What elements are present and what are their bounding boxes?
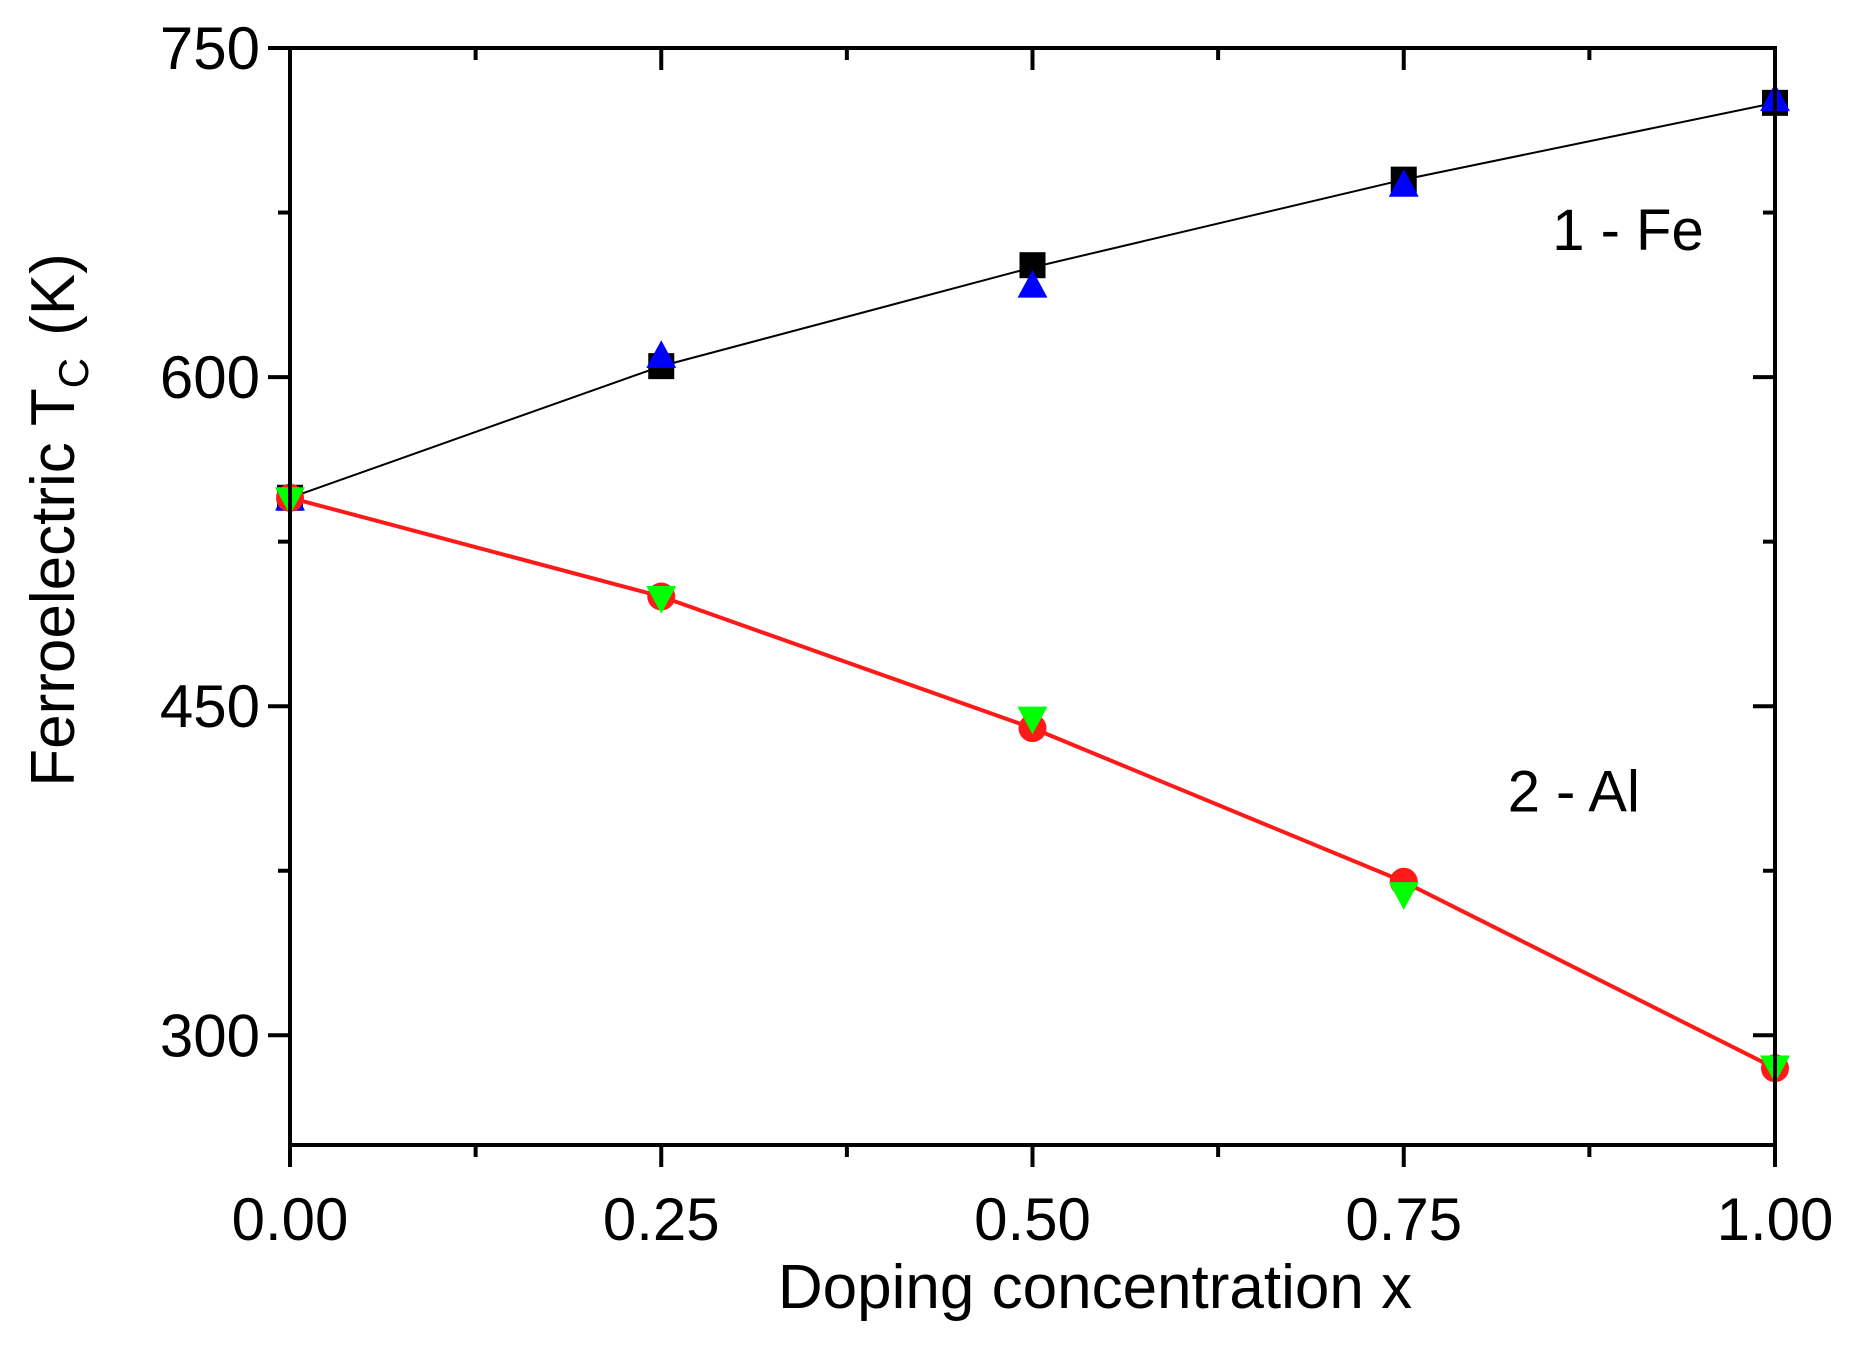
fe-triangle-up-marker [1017,270,1048,298]
fe-triangle-up-marker [1388,169,1419,197]
y-axis-title: Ferroelectric TC (K) [19,253,97,787]
series-label-fe: 1 - Fe [1552,198,1704,263]
series-label-al: 2 - Al [1508,760,1640,825]
al-triangle-down-marker [646,585,677,614]
y-tick-label: 750 [160,15,260,82]
x-tick-label: 0.25 [603,1186,720,1253]
y-tick-label: 600 [160,344,260,411]
fe-fit-line [289,101,1776,499]
al-triangle-down-marker [1388,882,1419,910]
x-tick-label: 0.50 [974,1186,1091,1253]
x-tick-label: 0.00 [232,1186,349,1253]
fe-triangle-up-marker [646,340,677,368]
y-axis-title-unit: (K) [19,253,88,336]
y-axis-title-main: Ferroelectric T [19,388,88,787]
axes: 0.00 0.25 0.50 0.75 1.00 300 450 600 750 [160,15,1834,1253]
x-tick-label: 0.75 [1345,1186,1462,1253]
y-tick-label: 450 [160,673,260,740]
y-tick-label: 300 [160,1002,260,1069]
x-tick-label: 1.00 [1717,1186,1834,1253]
al-triangle-down-marker [1017,706,1048,735]
x-axis-title: Doping concentration x [778,1253,1412,1322]
y-axis-title-subscript: C [50,358,97,388]
